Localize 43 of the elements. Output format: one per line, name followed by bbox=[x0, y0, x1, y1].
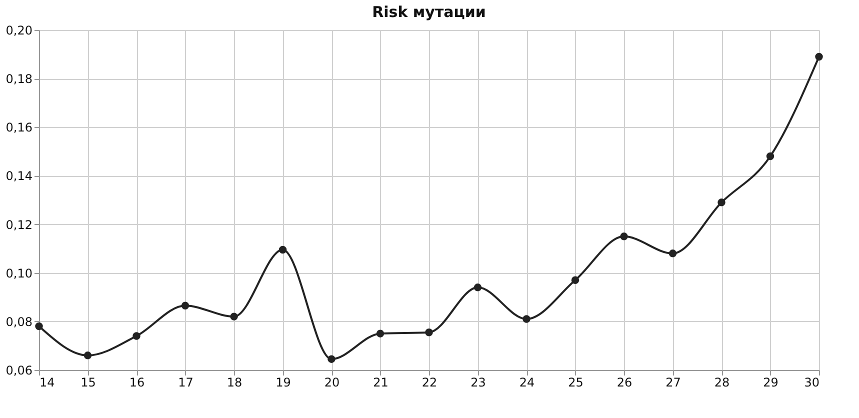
y-tick-label: 0,16 bbox=[6, 120, 32, 135]
x-tick-label: 16 bbox=[129, 376, 145, 390]
point bbox=[328, 355, 336, 363]
y-tick-label: 0,20 bbox=[6, 24, 32, 38]
x-tick-label: 21 bbox=[373, 376, 388, 390]
point bbox=[278, 246, 287, 254]
point bbox=[35, 322, 43, 330]
point bbox=[815, 52, 823, 61]
y-tick-label: 0,12 bbox=[6, 218, 32, 232]
x-tick-label: 17 bbox=[178, 376, 194, 390]
x-tick-label: 27 bbox=[666, 376, 681, 390]
y-tick-label: 0,06 bbox=[6, 364, 32, 378]
point bbox=[474, 284, 482, 292]
y-tick-label: 0,18 bbox=[6, 72, 32, 86]
point bbox=[718, 198, 726, 206]
x-tick-label: 28 bbox=[714, 376, 730, 390]
x-tick-label: 29 bbox=[763, 376, 778, 390]
x-tick-label: 15 bbox=[80, 376, 96, 390]
point bbox=[522, 315, 530, 323]
x-tick-label: 20 bbox=[324, 376, 340, 390]
x-tick-label: 26 bbox=[616, 376, 632, 390]
x-tick-label: 24 bbox=[519, 376, 535, 390]
y-tick-label: 0,10 bbox=[6, 266, 32, 280]
x-tick-label: 25 bbox=[568, 376, 584, 390]
x-tick-label: 19 bbox=[276, 376, 291, 390]
point bbox=[84, 352, 92, 360]
point bbox=[181, 302, 190, 310]
x-tick-label: 14 bbox=[40, 376, 55, 390]
x-tick-label: 30 bbox=[804, 376, 820, 390]
point bbox=[376, 330, 384, 338]
point bbox=[230, 312, 238, 320]
x-tick-label: 22 bbox=[422, 376, 438, 390]
point bbox=[425, 328, 433, 336]
point bbox=[620, 232, 628, 240]
point bbox=[571, 276, 580, 284]
y-tick-label: 0,14 bbox=[6, 169, 32, 184]
x-tick-label: 23 bbox=[470, 376, 486, 390]
chart-title: Risk мутации bbox=[372, 3, 486, 21]
point bbox=[766, 152, 774, 160]
y-tick-label: 0,08 bbox=[6, 314, 32, 329]
point bbox=[668, 250, 677, 258]
x-tick-label: 18 bbox=[226, 376, 242, 390]
point bbox=[132, 332, 140, 340]
